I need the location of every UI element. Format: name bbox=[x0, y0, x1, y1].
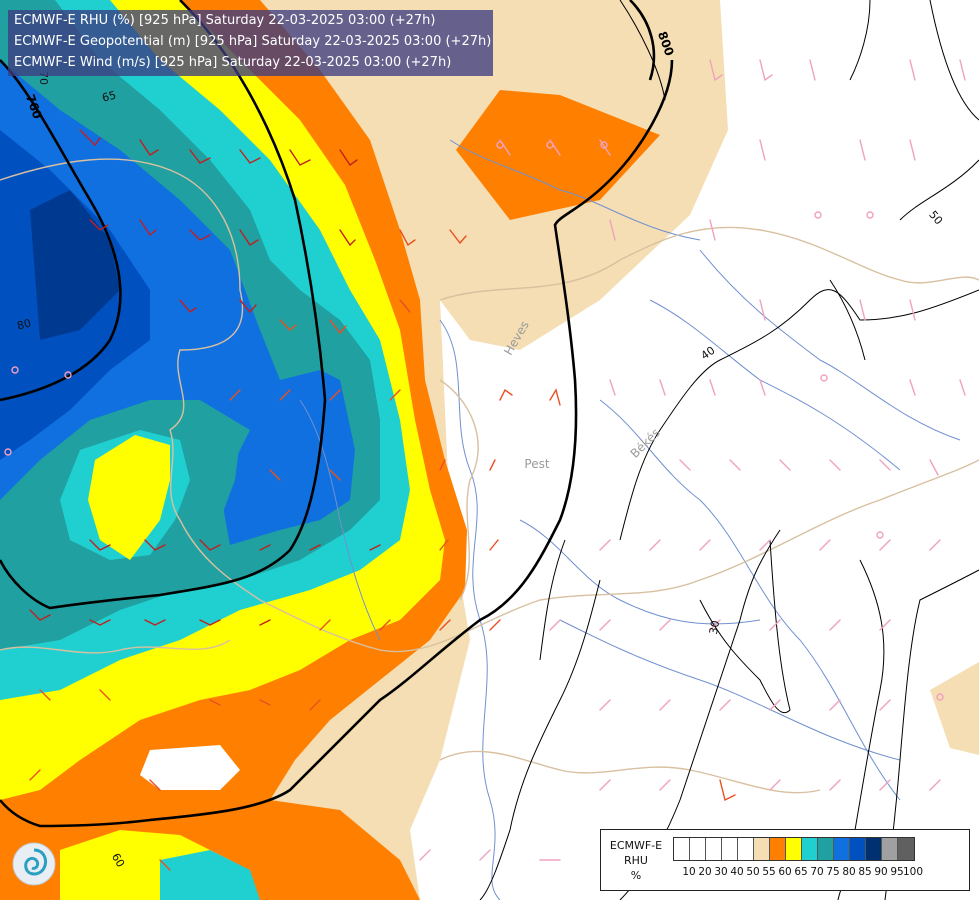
rhu-contour-label: 30 bbox=[707, 619, 722, 635]
legend-tick: 65 bbox=[794, 866, 808, 878]
rhu-band-65-inner bbox=[88, 435, 170, 560]
legend-swatch bbox=[770, 838, 786, 860]
logo-icon bbox=[12, 842, 56, 886]
legend-ticks: 10 20 30 40 50 55 60 65 70 75 80 85 90 95 100 bbox=[673, 866, 973, 880]
wind-barbs-pink bbox=[419, 59, 966, 861]
rhu-legend: ECMWF-E RHU % 10 20 30 40 50 55 60 65 70 75 80 85 90… bbox=[600, 829, 970, 891]
legend-tick: 60 bbox=[778, 866, 792, 878]
legend-tick: 100 bbox=[902, 866, 924, 878]
rhu-contour-label: 65 bbox=[101, 89, 118, 105]
rhu-band-55-east bbox=[930, 662, 979, 755]
rhu-band-50-pocket bbox=[140, 745, 240, 790]
legend-tick: 80 bbox=[842, 866, 856, 878]
rhu-band-70-south bbox=[160, 850, 260, 900]
legend-title-line2: RHU bbox=[624, 854, 648, 867]
wind-barbs-orange bbox=[29, 229, 736, 871]
legend-tick: 70 bbox=[810, 866, 824, 878]
legend-swatch bbox=[882, 838, 898, 860]
legend-tick: 10 bbox=[682, 866, 696, 878]
legend-tick: 50 bbox=[746, 866, 760, 878]
legend-swatch bbox=[786, 838, 802, 860]
legend-tick: 90 bbox=[874, 866, 888, 878]
legend-swatch bbox=[850, 838, 866, 860]
legend-title-line1: ECMWF-E bbox=[609, 839, 663, 852]
legend-tick: 55 bbox=[762, 866, 776, 878]
legend-swatch bbox=[722, 838, 738, 860]
legend-title: ECMWF-E RHU % bbox=[605, 838, 667, 883]
legend-tick: 30 bbox=[714, 866, 728, 878]
legend-swatch bbox=[690, 838, 706, 860]
legend-swatches bbox=[673, 837, 915, 861]
legend-swatch bbox=[898, 838, 914, 860]
legend-swatch bbox=[802, 838, 818, 860]
rhu-band-60-north bbox=[456, 90, 660, 220]
map-title-box: ECMWF-E RHU (%) [925 hPa] Saturday 22-03… bbox=[8, 10, 493, 76]
geopotential-isolines bbox=[0, 0, 674, 828]
legend-unit: % bbox=[630, 869, 642, 882]
legend-swatch bbox=[818, 838, 834, 860]
legend-swatch bbox=[754, 838, 770, 860]
legend-swatch bbox=[674, 838, 690, 860]
wind-barbs bbox=[4, 59, 966, 871]
legend-swatch bbox=[738, 838, 754, 860]
legend-swatch bbox=[706, 838, 722, 860]
title-wind: ECMWF-E Wind (m/s) [925 hPa] Saturday 22… bbox=[14, 55, 452, 70]
legend-swatch bbox=[866, 838, 882, 860]
wind-barbs-red bbox=[29, 129, 381, 626]
rhu-contour-label: 80 bbox=[16, 317, 33, 333]
admin-borders bbox=[0, 158, 979, 794]
region-label: Pest bbox=[524, 457, 549, 471]
legend-tick: 85 bbox=[858, 866, 872, 878]
legend-tick: 20 bbox=[698, 866, 712, 878]
rhu-band-80 bbox=[0, 60, 355, 545]
rhu-contour-label: 60 bbox=[109, 851, 127, 870]
title-geopotential: ECMWF-E Geopotential (m) [925 hPa] Satur… bbox=[14, 34, 492, 49]
legend-tick: 40 bbox=[730, 866, 744, 878]
legend-tick: 75 bbox=[826, 866, 840, 878]
title-rhu: ECMWF-E RHU (%) [925 hPa] Saturday 22-03… bbox=[14, 13, 436, 28]
legend-tick: 95 bbox=[890, 866, 904, 878]
legend-swatch bbox=[834, 838, 850, 860]
